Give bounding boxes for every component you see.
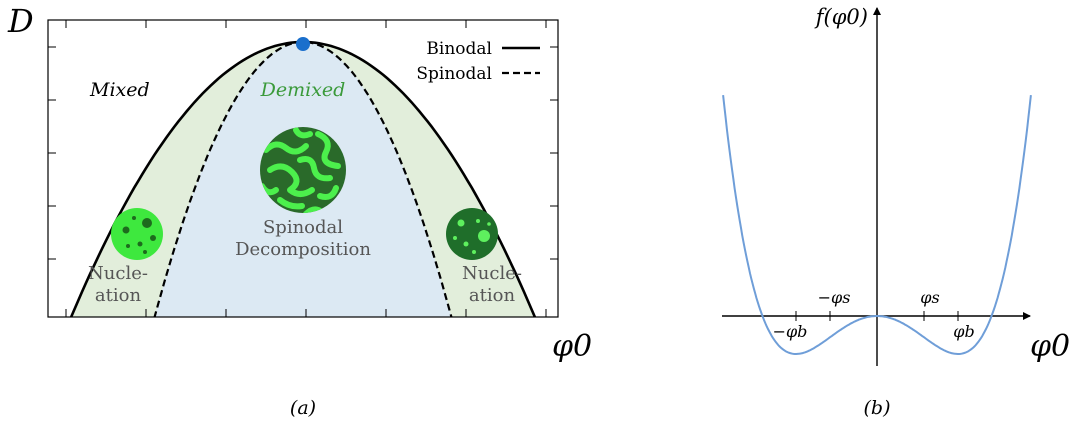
tick-label-pos-phi-s: φs [920,288,939,307]
free-energy-curve [722,94,1032,355]
legend-label-binodal: Binodal [426,39,492,59]
legend: Binodal Spinodal [416,39,540,84]
tick-label-neg-phi-s: −φs [818,288,851,307]
x-axis-label: φ0 [552,329,592,364]
legend-label-spinodal: Spinodal [416,64,492,84]
label-spinodal-decomposition-line2: Decomposition [235,239,371,260]
nucleation-right-micrograph [446,208,498,260]
caption-b: (b) [864,397,891,419]
label-spinodal-decomposition-line1: Spinodal [263,217,343,238]
panel-b: −φs φs −φb φb f(φ0) φ0 (b) [722,5,1070,419]
tick-label-neg-phi-b: −φb [773,322,808,341]
tick-label-pos-phi-b: φb [953,322,974,341]
panel-a: Binodal Spinodal Mixed Demixed Spinodal … [7,2,592,419]
caption-a: (a) [290,397,316,419]
phi-ticks [795,311,959,321]
label-demixed: Demixed [260,79,346,101]
label-nucleation-right-line1: Nucle- [462,263,522,284]
y-axis-label-b: f(φ0) [814,5,868,29]
spinodal-curve [153,40,453,317]
critical-point-marker [296,37,310,51]
y-axis-label: D [7,2,34,40]
plot-frame [47,19,559,318]
y-ticks [48,46,558,260]
label-nucleation-left-line1: Nucle- [88,263,148,284]
label-nucleation-right-line2: ation [469,285,516,306]
x-axis-label-b: φ0 [1030,329,1070,364]
label-mixed: Mixed [89,79,150,101]
label-nucleation-left-line2: ation [95,285,142,306]
x-ticks [65,20,547,317]
nucleation-left-micrograph [111,208,163,260]
